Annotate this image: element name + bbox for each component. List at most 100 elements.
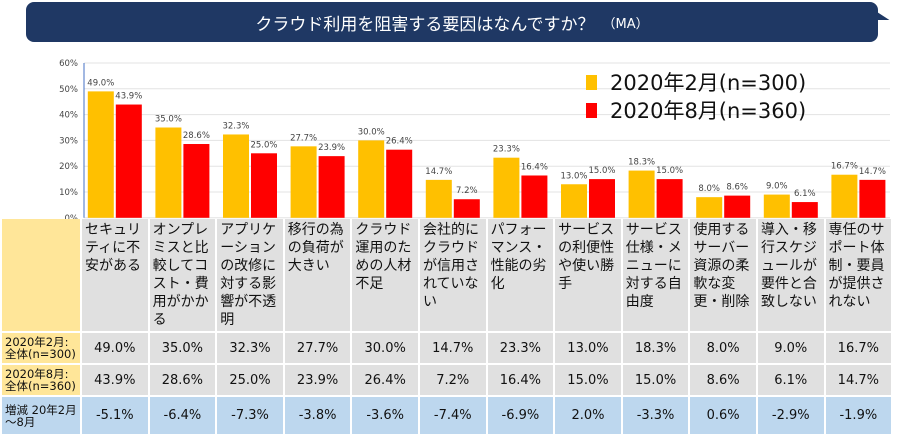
data-label: 15.0% xyxy=(588,166,615,176)
legend-item-feb: 2020年2月(n=300) xyxy=(586,68,806,96)
legend-label: 2020年8月(n=360) xyxy=(610,99,807,123)
table-cell: 15.0% xyxy=(555,365,621,395)
bar xyxy=(589,179,615,218)
column-header: オンプレミスと比較してコスト・費用がかかる xyxy=(149,219,216,331)
table-cell: 23.9% xyxy=(284,365,351,395)
y-tick-label: 60% xyxy=(59,59,78,69)
table-cell: 14.7% xyxy=(419,333,486,363)
column-header: 導入・移行スケジュールが要件と合致しない xyxy=(757,219,824,331)
bar xyxy=(290,146,317,218)
column-header: セキュリティに不安がある xyxy=(82,219,148,331)
data-label: 7.2% xyxy=(456,186,478,196)
data-label: 14.7% xyxy=(859,167,886,177)
table-cell: 35.0% xyxy=(149,333,216,363)
corner-cell xyxy=(2,219,80,331)
data-label: 6.1% xyxy=(794,189,816,199)
legend-label: 2020年2月(n=300) xyxy=(610,71,807,95)
table-cell: 16.4% xyxy=(487,365,554,395)
table-cell: 27.7% xyxy=(284,333,351,363)
chart-title: クラウド利用を阻害する要因はなんですか？ xyxy=(255,14,595,35)
data-label: 28.6% xyxy=(183,131,210,141)
bar xyxy=(831,174,858,218)
data-label: 49.0% xyxy=(87,78,114,88)
column-header: 移行の為の負荷が大きい xyxy=(284,219,351,331)
data-label: 23.9% xyxy=(318,143,345,153)
title-banner: クラウド利用を阻害する要因はなんですか？ （MA） xyxy=(26,2,878,42)
bar xyxy=(696,197,723,218)
data-label: 16.7% xyxy=(831,162,858,172)
data-table: セキュリティに不安がある オンプレミスと比較してコスト・費用がかかる アプリケーショ… xyxy=(0,217,893,436)
data-label: 30.0% xyxy=(358,127,385,137)
legend-swatch xyxy=(586,74,597,90)
table-cell: 49.0% xyxy=(82,333,148,363)
table-cell: 26.4% xyxy=(352,365,418,395)
bar xyxy=(493,157,520,218)
table-cell: 18.3% xyxy=(622,333,689,363)
table-cell: 30.0% xyxy=(352,333,418,363)
data-label: 15.0% xyxy=(656,166,683,176)
legend: 2020年2月(n=300) 2020年8月(n=360) xyxy=(586,68,806,124)
bar xyxy=(87,91,114,218)
table-cell: 23.3% xyxy=(487,333,554,363)
table-cell: -5.1% xyxy=(82,397,148,434)
table-cell: -3.6% xyxy=(352,397,418,434)
row-label: 増減 20年2月～8月 xyxy=(2,397,80,434)
column-header: 使用するサーバー資源の柔軟な変更・削除 xyxy=(690,219,756,331)
table-cell: 43.9% xyxy=(82,365,148,395)
bar xyxy=(115,104,142,218)
bar xyxy=(251,153,277,218)
bar xyxy=(859,179,886,218)
data-label: 23.3% xyxy=(493,145,520,155)
bar xyxy=(386,149,413,218)
table-cell: 25.0% xyxy=(217,365,283,395)
bar xyxy=(453,199,480,218)
table-cell: 8.6% xyxy=(690,365,756,395)
y-tick-label: 40% xyxy=(59,111,78,121)
column-header: アプリケーションの改修に対する影響が不透明 xyxy=(217,219,283,331)
column-header: クラウド運用のための人材不足 xyxy=(352,219,418,331)
title-suffix: （MA） xyxy=(602,16,649,32)
column-header: 会社的にクラウドが信用されていない xyxy=(419,219,486,331)
data-label: 25.0% xyxy=(250,140,277,150)
data-label: 18.3% xyxy=(628,158,655,168)
bar xyxy=(318,156,345,218)
bar xyxy=(724,195,751,218)
y-tick-label: 30% xyxy=(59,136,78,146)
bar xyxy=(223,134,249,218)
column-header: サービスの利便性や使い勝手 xyxy=(555,219,621,331)
bar-chart: 0% 10% 20% 30% 40% 50% 60% 49.0%43.9% 35.0%28.6%… xyxy=(59,59,890,220)
data-label: 14.7% xyxy=(425,167,452,177)
table-cell: -3.8% xyxy=(284,397,351,434)
bar xyxy=(656,179,683,218)
data-label: 35.0% xyxy=(155,115,182,125)
bar xyxy=(561,184,587,218)
table-cell: 14.7% xyxy=(825,365,892,395)
data-label: 32.3% xyxy=(222,121,249,131)
table-cell: 2.0% xyxy=(555,397,621,434)
table-row: 増減 20年2月～8月 -5.1% -6.4% -7.3% -3.8% -3.6% -7.… xyxy=(2,397,892,434)
table-cell: 28.6% xyxy=(149,365,216,395)
y-tick-label: 0% xyxy=(65,214,79,220)
table-cell: 9.0% xyxy=(757,333,824,363)
data-label: 8.0% xyxy=(698,184,720,194)
column-header: パフォーマンス・性能の劣化 xyxy=(487,219,554,331)
row-label: 2020年2月:全体(n=300) xyxy=(2,333,80,363)
data-label: 13.0% xyxy=(560,171,587,181)
legend-swatch xyxy=(586,102,597,118)
bar xyxy=(155,127,182,218)
table-cell: -7.4% xyxy=(419,397,486,434)
bar xyxy=(425,179,452,218)
bar xyxy=(791,202,818,218)
table-cell: 16.7% xyxy=(825,333,892,363)
table-header-row: セキュリティに不安がある オンプレミスと比較してコスト・費用がかかる アプリケーショ… xyxy=(2,219,892,331)
data-label: 26.4% xyxy=(386,137,413,147)
y-tick-label: 50% xyxy=(59,85,78,95)
column-header: サービス仕様・メニューに対する自由度 xyxy=(622,219,689,331)
table-cell: 6.1% xyxy=(757,365,824,395)
bar xyxy=(521,175,548,218)
data-label: 27.7% xyxy=(290,133,317,143)
bar xyxy=(358,140,385,218)
bar xyxy=(183,144,210,218)
table-cell: 13.0% xyxy=(555,333,621,363)
table-cell: -2.9% xyxy=(757,397,824,434)
